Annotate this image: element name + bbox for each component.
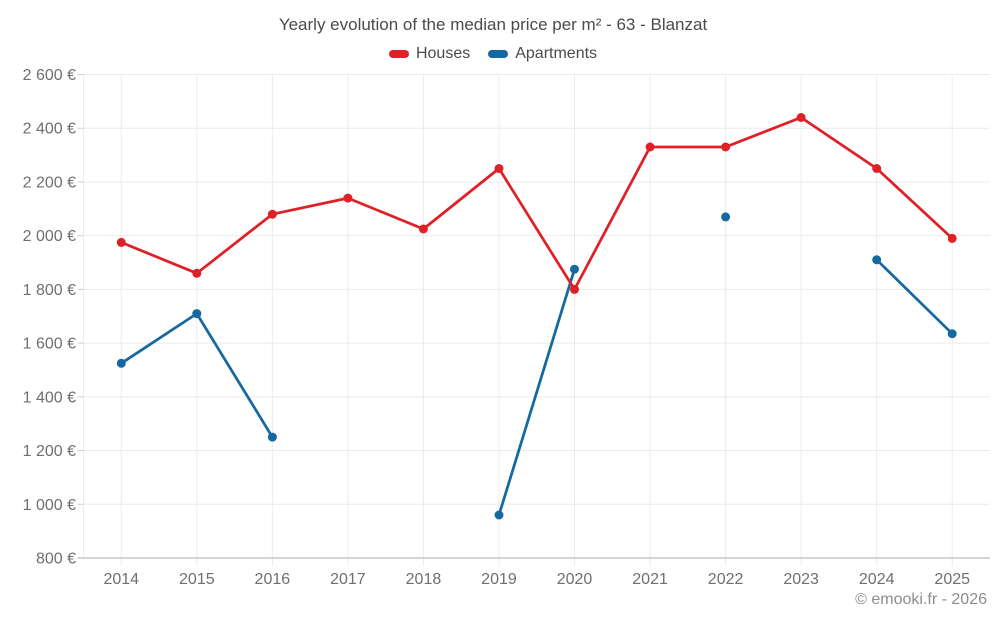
copyright: © emooki.fr - 2026	[855, 591, 987, 608]
x-tick-label: 2021	[632, 571, 668, 588]
apartments-point[interactable]	[267, 432, 277, 442]
y-tick-label: 1 600 €	[23, 336, 76, 353]
houses-point[interactable]	[267, 209, 277, 219]
y-tick-label: 1 000 €	[23, 497, 76, 514]
apartments-series-swatch-icon	[488, 50, 509, 58]
legend-item-houses[interactable]: Houses	[388, 45, 471, 63]
x-tick-label: 2020	[557, 571, 593, 588]
apartments-point[interactable]	[116, 358, 126, 368]
y-tick-label: 1 200 €	[23, 443, 76, 460]
houses-point[interactable]	[494, 164, 504, 173]
houses-point[interactable]	[570, 284, 579, 294]
y-tick-label: 1 800 €	[23, 282, 76, 299]
houses-series-swatch-icon	[388, 50, 409, 58]
y-tick-label: 2 600 €	[23, 67, 76, 84]
apartments-point[interactable]	[947, 329, 957, 339]
houses-point[interactable]	[947, 233, 957, 243]
y-tick-label: 2 400 €	[23, 121, 76, 138]
apartments-point[interactable]	[494, 510, 504, 520]
apartments-point[interactable]	[570, 264, 579, 274]
x-tick-label: 2024	[859, 571, 895, 588]
legend-label-apartments: Apartments	[515, 45, 598, 62]
apartments-point[interactable]	[192, 309, 202, 319]
y-tick-label: 1 400 €	[23, 389, 76, 406]
houses-line	[119, 116, 954, 291]
houses-point[interactable]	[645, 142, 655, 152]
houses-point[interactable]	[418, 224, 428, 234]
x-tick-label: 2023	[783, 571, 819, 588]
x-tick-label: 2019	[481, 571, 517, 588]
houses-point[interactable]	[721, 142, 731, 152]
houses-point[interactable]	[192, 268, 202, 278]
x-tick-label: 2025	[934, 571, 970, 588]
legend: Houses Apartments	[0, 45, 986, 63]
x-tick-label: 2015	[179, 571, 215, 588]
x-tick-label: 2017	[330, 571, 366, 588]
legend-label-houses: Houses	[415, 45, 471, 62]
y-tick-label: 800 €	[36, 551, 76, 568]
x-tick-label: 2014	[103, 571, 139, 588]
x-tick-label: 2018	[406, 571, 442, 588]
houses-point[interactable]	[343, 193, 353, 203]
x-tick-label: 2022	[708, 571, 744, 588]
chart-title: Yearly evolution of the median price per…	[278, 15, 708, 34]
houses-point[interactable]	[796, 113, 806, 122]
legend-item-apartments[interactable]: Apartments	[488, 45, 597, 63]
apartments-point[interactable]	[872, 255, 882, 265]
houses-point[interactable]	[116, 237, 126, 247]
x-tick-label: 2016	[255, 571, 291, 588]
houses-point[interactable]	[872, 164, 882, 173]
apartments-point[interactable]	[721, 212, 731, 222]
y-tick-label: 2 000 €	[23, 228, 76, 245]
apartments-line	[119, 258, 954, 517]
y-tick-label: 2 200 €	[23, 174, 76, 191]
